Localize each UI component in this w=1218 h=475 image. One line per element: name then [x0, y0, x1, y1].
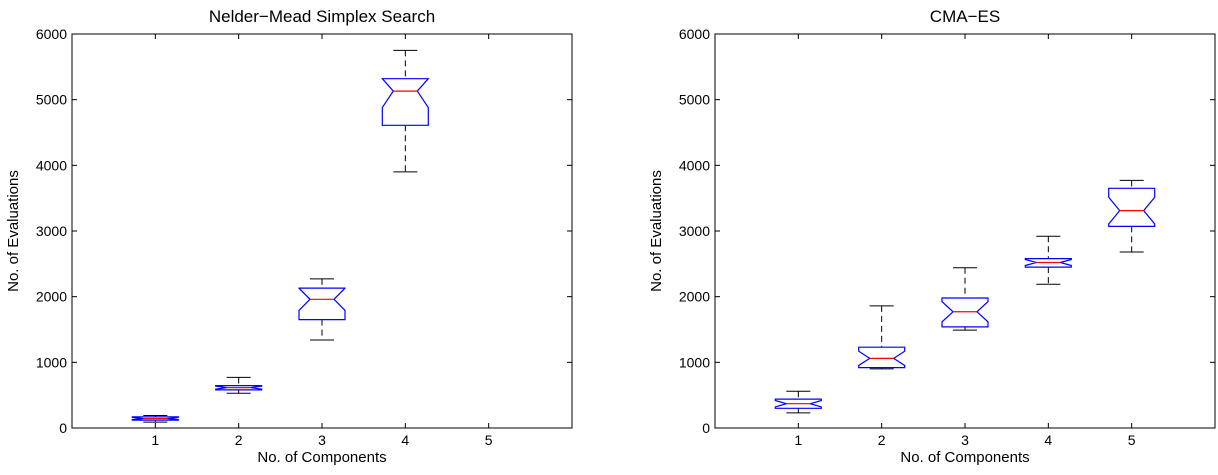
x-tick-label: 2: [878, 432, 886, 448]
box-body: [858, 346, 906, 369]
x-tick-label: 5: [485, 432, 493, 448]
chart-panel-1: 0 1000 2000 3000 4000 5000 6000 1 2 3 4 5 Nelder−Mea…: [5, 7, 573, 466]
chart-title: CMA−ES: [930, 7, 1000, 26]
x-axis-label: No. of Components: [900, 449, 1029, 466]
x-tick-label: 3: [318, 432, 326, 448]
y-axis-label: No. of Evaluations: [5, 170, 22, 292]
x-axis-label: No. of Components: [257, 449, 386, 466]
y-axis-label: No. of Evaluations: [648, 170, 665, 292]
y-tick-label: 3000: [36, 223, 67, 239]
y-tick-label: 5000: [679, 92, 710, 108]
y-tick-label: 2000: [679, 289, 710, 305]
plot-area-frame: [714, 33, 1216, 429]
box-5: [1108, 179, 1156, 253]
y-tick-label: 6000: [679, 26, 710, 42]
box-body: [941, 297, 989, 328]
x-tick-label: 2: [235, 432, 243, 448]
box-4: [1024, 235, 1072, 285]
y-tick-label: 0: [702, 420, 710, 436]
chart-panel-2: 0 1000 2000 3000 4000 5000 6000 1 2 3 4 5 CMA−ES No. …: [648, 7, 1216, 466]
x-tick-label: 3: [961, 432, 969, 448]
box-4: [380, 49, 430, 173]
box-2: [215, 376, 263, 394]
box-2: [858, 305, 906, 370]
y-tick-label: 1000: [679, 354, 710, 370]
box-body: [380, 78, 430, 126]
x-tick-label: 5: [1128, 432, 1136, 448]
y-tick-label: 0: [59, 420, 67, 436]
x-tick-label: 4: [1044, 432, 1052, 448]
x-tick-label: 4: [401, 432, 409, 448]
y-tick-label: 5000: [36, 92, 67, 108]
y-tick-label: 1000: [36, 354, 67, 370]
y-tick-label: 3000: [679, 223, 710, 239]
x-tick-label: 1: [794, 432, 802, 448]
box-1: [131, 415, 179, 423]
y-tick-label: 4000: [36, 157, 67, 173]
box-1: [774, 390, 822, 414]
y-tick-label: 2000: [36, 289, 67, 305]
chart-title: Nelder−Mead Simplex Search: [209, 7, 435, 26]
y-tick-label: 6000: [36, 26, 67, 42]
y-tick-label: 4000: [679, 157, 710, 173]
x-tick-label: 1: [151, 432, 159, 448]
box-body: [1108, 187, 1156, 227]
box-body: [298, 287, 346, 321]
plot-area-frame: [71, 33, 573, 429]
box-3: [941, 267, 989, 331]
box-3: [298, 278, 346, 341]
